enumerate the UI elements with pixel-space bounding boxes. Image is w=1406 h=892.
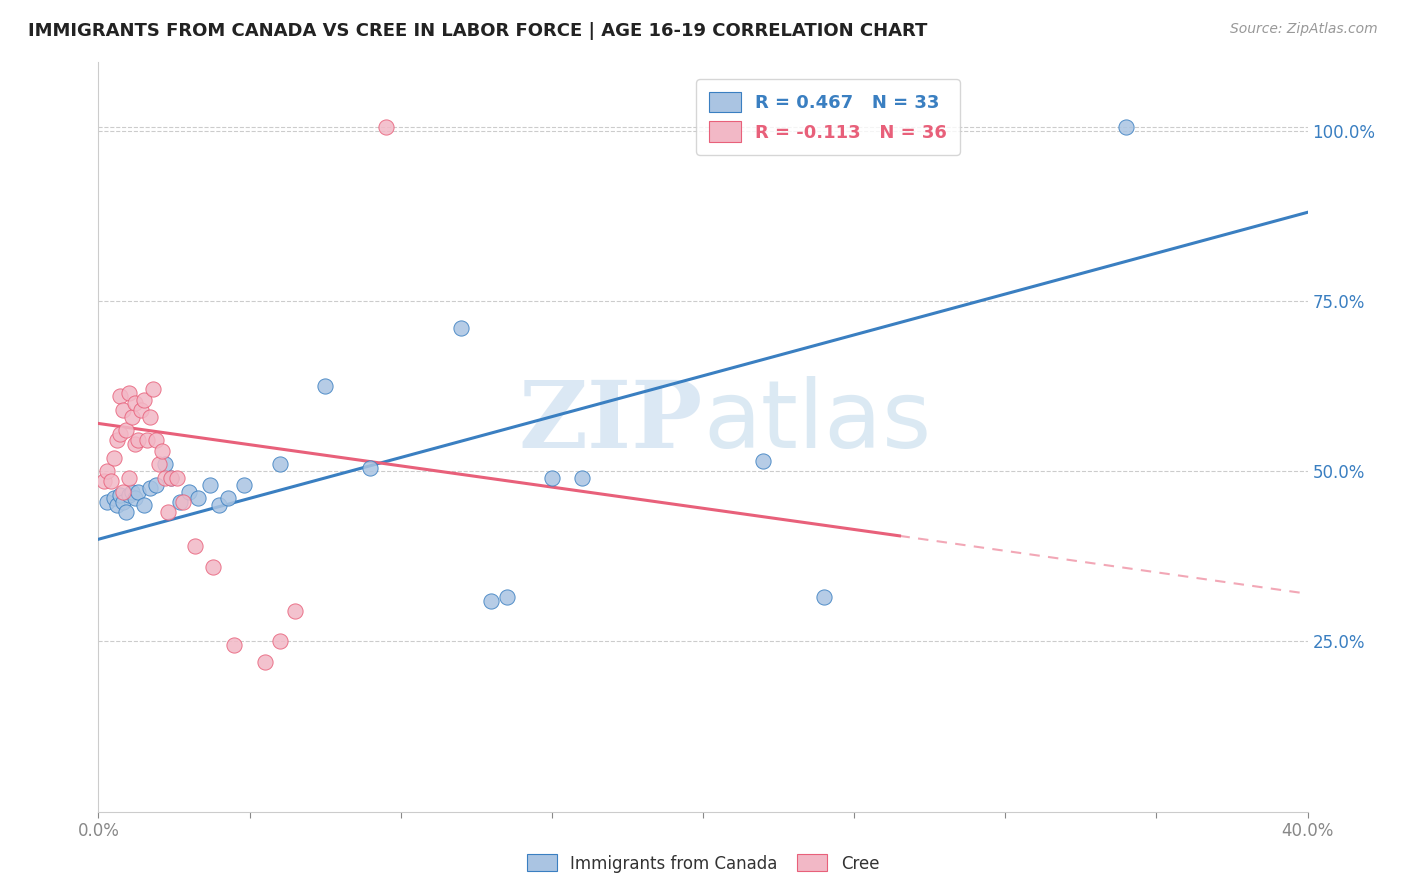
Point <box>224 638 246 652</box>
Point <box>179 484 201 499</box>
Point <box>124 437 146 451</box>
Point <box>108 389 131 403</box>
Point <box>121 484 143 499</box>
Point <box>105 434 128 448</box>
Point <box>284 604 307 618</box>
Point <box>269 634 291 648</box>
Point <box>124 396 146 410</box>
Point <box>269 458 291 472</box>
Point <box>450 321 472 335</box>
Point <box>314 379 336 393</box>
Text: IMMIGRANTS FROM CANADA VS CREE IN LABOR FORCE | AGE 16-19 CORRELATION CHART: IMMIGRANTS FROM CANADA VS CREE IN LABOR … <box>28 22 928 40</box>
Point <box>93 475 115 489</box>
Point <box>153 471 176 485</box>
Point <box>139 481 162 495</box>
Point <box>127 434 149 448</box>
Point <box>148 458 170 472</box>
Point <box>142 383 165 397</box>
Point <box>232 477 254 491</box>
Point <box>111 484 134 499</box>
Point <box>118 488 141 502</box>
Text: Source: ZipAtlas.com: Source: ZipAtlas.com <box>1230 22 1378 37</box>
Point <box>129 402 152 417</box>
Point <box>752 454 775 468</box>
Point <box>495 590 517 604</box>
Point <box>114 505 136 519</box>
Point <box>118 385 141 400</box>
Point <box>1115 120 1137 135</box>
Point <box>96 495 118 509</box>
Point <box>187 491 209 506</box>
Point <box>208 498 231 512</box>
Point <box>540 471 562 485</box>
Point <box>160 471 183 485</box>
Point <box>156 505 179 519</box>
Point <box>184 539 207 553</box>
Point <box>103 450 125 465</box>
Point <box>111 495 134 509</box>
Point <box>360 460 382 475</box>
Point <box>172 495 194 509</box>
Point <box>118 471 141 485</box>
Point <box>108 488 131 502</box>
Point <box>374 120 396 135</box>
Point <box>100 475 122 489</box>
Point <box>166 471 188 485</box>
Point <box>96 464 118 478</box>
Point <box>105 498 128 512</box>
Text: ZIP: ZIP <box>519 377 703 467</box>
Point <box>121 409 143 424</box>
Point <box>103 491 125 506</box>
Point <box>253 655 276 669</box>
Point <box>132 498 155 512</box>
Point <box>139 409 162 424</box>
Point <box>200 477 222 491</box>
Point <box>114 423 136 437</box>
Point <box>150 443 173 458</box>
Text: atlas: atlas <box>703 376 931 468</box>
Point <box>202 559 225 574</box>
Point <box>571 471 593 485</box>
Point <box>217 491 239 506</box>
Point <box>132 392 155 407</box>
Point <box>111 402 134 417</box>
Point <box>135 434 157 448</box>
Legend: R = 0.467   N = 33, R = -0.113   N = 36: R = 0.467 N = 33, R = -0.113 N = 36 <box>696 79 960 155</box>
Point <box>169 495 191 509</box>
Point <box>124 491 146 506</box>
Point <box>153 458 176 472</box>
Point <box>813 590 835 604</box>
Point <box>160 471 183 485</box>
Point <box>108 426 131 441</box>
Point <box>127 484 149 499</box>
Legend: Immigrants from Canada, Cree: Immigrants from Canada, Cree <box>520 847 886 880</box>
Point <box>145 477 167 491</box>
Point <box>145 434 167 448</box>
Point <box>481 593 503 607</box>
